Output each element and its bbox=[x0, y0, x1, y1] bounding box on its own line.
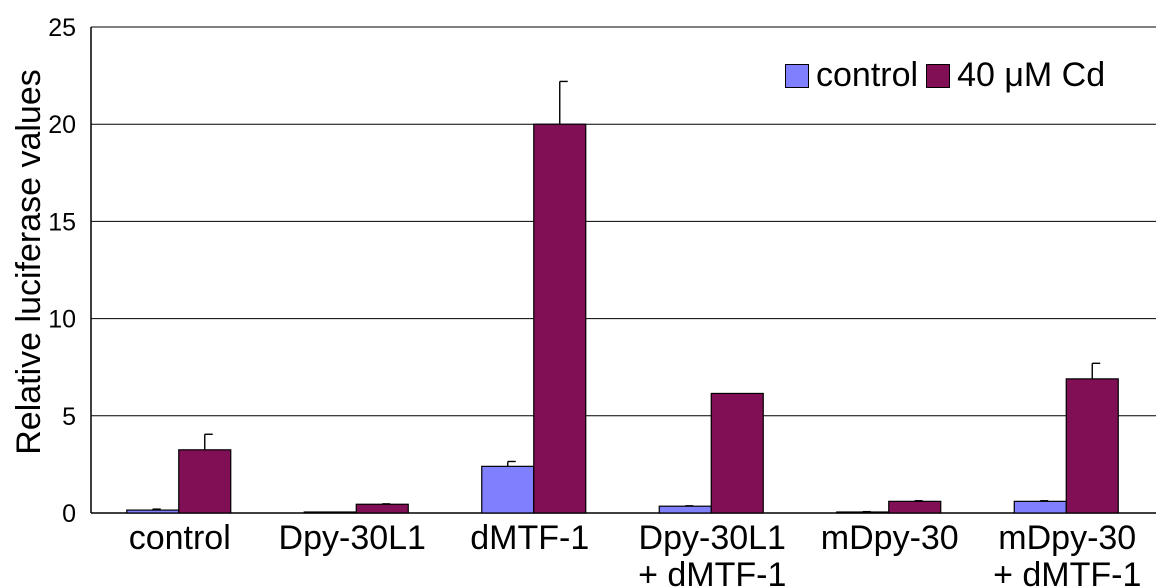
bar bbox=[481, 465, 535, 514]
x-tick-label: Dpy-30L1 bbox=[639, 519, 786, 557]
y-tick-label: 15 bbox=[48, 208, 76, 236]
legend-label-cd: 40 μM Cd bbox=[957, 56, 1106, 94]
x-tick-label: Dpy-30L1 bbox=[279, 519, 426, 557]
bar bbox=[178, 449, 232, 514]
x-tick-label: dMTF-1 bbox=[470, 519, 589, 557]
bar bbox=[888, 500, 942, 514]
bar bbox=[710, 392, 764, 514]
bar bbox=[1065, 378, 1119, 514]
x-tick-label: mDpy-30 bbox=[998, 519, 1136, 557]
y-tick-label: 25 bbox=[48, 14, 76, 42]
x-tick-label: control bbox=[129, 519, 231, 557]
y-tick-label: 0 bbox=[62, 500, 76, 528]
x-tick-label: + dMTF-1 bbox=[993, 556, 1141, 588]
bar bbox=[533, 123, 587, 514]
legend-swatch-control bbox=[785, 63, 809, 88]
x-tick-label: mDpy-30 bbox=[821, 519, 959, 557]
bar bbox=[126, 509, 180, 514]
bar bbox=[1013, 500, 1067, 514]
bar bbox=[303, 511, 357, 514]
y-tick-label: 10 bbox=[48, 306, 76, 334]
bar bbox=[658, 505, 712, 514]
legend-label-control: control bbox=[816, 56, 919, 94]
y-axis-label: Relative luciferase values bbox=[10, 69, 48, 455]
legend-entry-cd: 40 μM Cd bbox=[926, 56, 1105, 95]
y-tick-label: 20 bbox=[48, 111, 76, 139]
chart-legend: control 40 μM Cd bbox=[785, 56, 1113, 95]
legend-swatch-cd bbox=[926, 63, 951, 88]
x-tick-label: + dMTF-1 bbox=[638, 556, 786, 588]
legend-entry-control: control bbox=[785, 56, 918, 95]
bar bbox=[355, 503, 409, 514]
y-tick-label: 5 bbox=[62, 403, 76, 431]
